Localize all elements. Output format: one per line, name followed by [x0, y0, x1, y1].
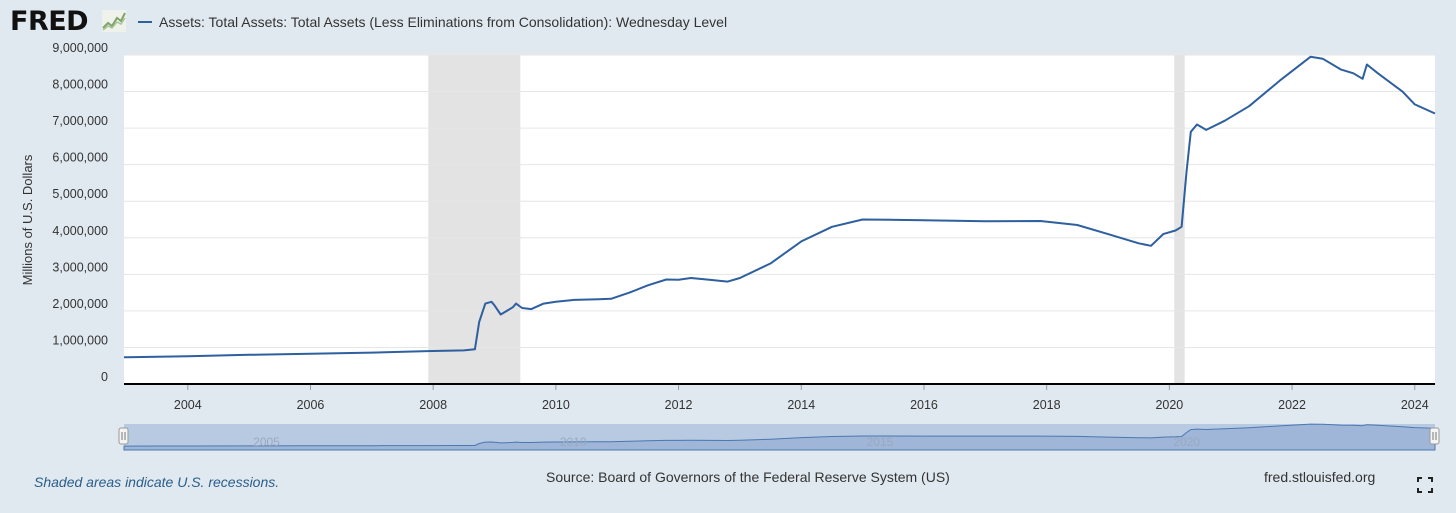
navigator-right-handle[interactable] — [1429, 427, 1440, 445]
y-tick-label: 9,000,000 — [52, 41, 108, 55]
y-tick-label: 7,000,000 — [52, 114, 108, 128]
line-chart-icon — [102, 10, 126, 32]
site-link[interactable]: fred.stlouisfed.org — [1264, 469, 1376, 485]
legend-swatch — [138, 21, 152, 23]
x-tick-label: 2020 — [1155, 398, 1183, 412]
y-tick-label: 6,000,000 — [52, 151, 108, 165]
navigator-tick-label: 2005 — [253, 435, 280, 449]
fullscreen-icon[interactable] — [1416, 476, 1434, 494]
recession-band — [428, 55, 521, 384]
y-axis-label: Millions of U.S. Dollars — [20, 154, 35, 285]
y-tick-label: 0 — [101, 370, 108, 384]
range-navigator[interactable]: 2005 2010 2015 2020 — [118, 423, 1440, 451]
series-line[interactable] — [123, 55, 1436, 359]
navigator-tick-label: 2010 — [560, 435, 587, 449]
y-tick-label: 2,000,000 — [52, 297, 108, 311]
y-tick-label: 5,000,000 — [52, 187, 108, 201]
x-tick-label: 2010 — [542, 398, 570, 412]
legend-label: Assets: Total Assets: Total Assets (Less… — [159, 14, 728, 30]
source-text: Source: Board of Governors of the Federa… — [546, 469, 950, 485]
x-tick-label: 2016 — [910, 398, 938, 412]
x-tick-label: 2024 — [1401, 398, 1429, 412]
x-tick-label: 2006 — [297, 398, 325, 412]
navigator-tick-label: 2020 — [1173, 435, 1200, 449]
plot-background — [124, 55, 1435, 384]
x-tick-label: 2004 — [174, 398, 202, 412]
navigator-area — [123, 423, 1436, 451]
x-tick-label: 2012 — [665, 398, 693, 412]
recession-band — [1174, 55, 1185, 384]
x-tick-label: 2022 — [1278, 398, 1306, 412]
x-tick-label: 2014 — [787, 398, 815, 412]
recession-note: Shaded areas indicate U.S. recessions. — [34, 474, 280, 490]
y-tick-label: 3,000,000 — [52, 260, 108, 274]
chart-legend[interactable]: Assets: Total Assets: Total Assets (Less… — [138, 14, 727, 30]
navigator-left-handle[interactable] — [118, 427, 129, 445]
fred-logo[interactable]: FRED — [10, 6, 89, 37]
y-tick-label: 8,000,000 — [52, 78, 108, 92]
navigator-tick-label: 2015 — [867, 435, 894, 449]
y-tick-label: 1,000,000 — [52, 333, 108, 347]
x-tick-label: 2018 — [1033, 398, 1061, 412]
y-tick-label: 4,000,000 — [52, 224, 108, 238]
x-tick-label: 2008 — [419, 398, 447, 412]
